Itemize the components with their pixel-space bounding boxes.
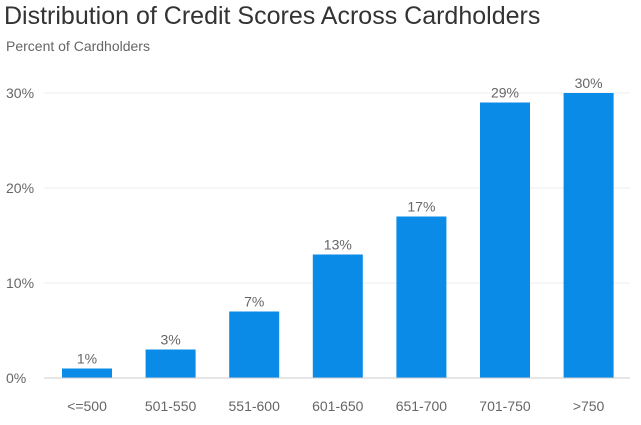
x-tick-label: >750	[573, 398, 605, 414]
bar-1	[62, 368, 112, 378]
value-label: 3%	[160, 332, 180, 348]
x-tick-label: 551-600	[229, 398, 281, 414]
value-label: 29%	[491, 85, 519, 101]
y-tick-label: 20%	[6, 180, 34, 196]
value-label: 7%	[244, 294, 264, 310]
bar-4	[312, 254, 363, 378]
value-labels: 1% 3% 7% 13% 17% 29% 30%	[77, 75, 603, 367]
x-tick-label: 701-750	[479, 398, 531, 414]
x-tick-label: 601-650	[312, 398, 364, 414]
bars	[62, 93, 614, 378]
value-label: 30%	[575, 75, 603, 91]
chart-title: Distribution of Credit Scores Across Car…	[4, 2, 541, 30]
y-tick-label: 10%	[6, 275, 34, 291]
bar-2	[145, 349, 196, 378]
bar-7	[563, 93, 614, 378]
value-label: 13%	[324, 237, 352, 253]
bar-6	[480, 102, 530, 378]
chart-subtitle: Percent of Cardholders	[6, 38, 150, 54]
y-tick-label: 0%	[6, 370, 26, 386]
x-tick-label: 651-700	[396, 398, 448, 414]
y-tick-label: 30%	[6, 85, 34, 101]
bar-3	[229, 311, 280, 378]
x-tick-label: 501-550	[145, 398, 197, 414]
bar-5	[396, 216, 447, 378]
value-label: 1%	[77, 351, 97, 367]
x-axis: <=500 501-550 551-600 601-650 651-700 701-750…	[44, 377, 630, 414]
value-label: 17%	[407, 199, 435, 215]
y-axis: 0% 10% 20% 30%	[6, 85, 34, 386]
x-tick-label: <=500	[67, 398, 107, 414]
